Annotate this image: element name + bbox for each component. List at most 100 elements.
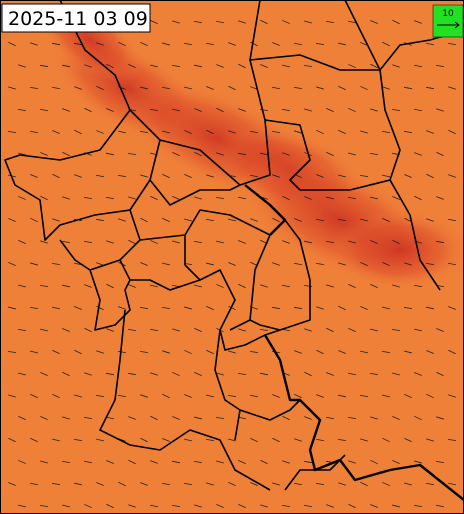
wind-arrow bbox=[118, 130, 126, 134]
wind-arrow bbox=[216, 152, 224, 156]
wind-arrow bbox=[238, 108, 246, 112]
wind-arrow bbox=[259, 108, 269, 112]
wind-arrow bbox=[162, 438, 170, 442]
wind-arrow bbox=[62, 284, 70, 288]
wind-arrow bbox=[271, 130, 281, 134]
wind-arrow bbox=[140, 262, 148, 266]
wind-arrow bbox=[193, 460, 203, 464]
wind-arrow bbox=[282, 195, 290, 201]
wind-arrow bbox=[106, 283, 114, 289]
wind-arrow bbox=[17, 329, 27, 331]
wind-arrow bbox=[52, 350, 60, 354]
wind-arrow bbox=[294, 350, 302, 354]
wind-arrow bbox=[118, 306, 126, 310]
wind-arrow bbox=[40, 152, 48, 156]
wind-arrow bbox=[184, 438, 192, 442]
wind-arrow bbox=[326, 196, 334, 200]
wind-arrow bbox=[150, 460, 158, 464]
wind-arrow bbox=[304, 416, 312, 420]
wind-arrow bbox=[382, 482, 390, 486]
borders bbox=[4, 0, 464, 501]
wind-arrow bbox=[228, 262, 236, 266]
wind-arrow bbox=[96, 130, 104, 134]
wind-arrow bbox=[272, 262, 280, 266]
wind-arrow bbox=[436, 196, 444, 200]
wind-arrow bbox=[52, 306, 60, 310]
wind-arrow bbox=[8, 306, 16, 310]
wind-arrow bbox=[370, 328, 378, 332]
wind-arrow bbox=[294, 130, 302, 134]
wind-arrow bbox=[106, 328, 114, 332]
wind-arrow bbox=[40, 372, 48, 376]
wind-arrows bbox=[7, 19, 457, 509]
wind-arrow bbox=[382, 306, 390, 310]
wind-arrow bbox=[84, 327, 92, 333]
wind-arrow bbox=[74, 482, 82, 486]
wind-arrow bbox=[30, 438, 38, 442]
wind-arrow bbox=[216, 284, 224, 288]
wind-arrow bbox=[18, 415, 26, 421]
wind-arrow bbox=[316, 218, 324, 222]
wind-arrow bbox=[337, 438, 347, 442]
wind-arrow bbox=[316, 86, 324, 90]
wind-arrow bbox=[272, 174, 280, 178]
wind-arrow bbox=[414, 152, 422, 156]
wind-arrow bbox=[325, 416, 335, 420]
wind-arrow bbox=[448, 482, 456, 486]
wind-arrow bbox=[404, 482, 412, 486]
wind-arrow bbox=[74, 174, 82, 178]
wind-arrow bbox=[140, 217, 148, 223]
wind-arrow bbox=[18, 460, 26, 464]
wind-arrow bbox=[40, 460, 48, 464]
wind-arrow bbox=[61, 64, 71, 68]
wind-arrow bbox=[30, 482, 38, 486]
wind-arrow bbox=[260, 504, 268, 508]
wind-arrow bbox=[447, 262, 457, 266]
wind-arrow bbox=[337, 219, 347, 221]
wind-arrow bbox=[205, 439, 215, 441]
wind-arrow bbox=[172, 416, 180, 420]
wind-arrow bbox=[150, 19, 158, 25]
wind-arrow bbox=[304, 20, 312, 24]
wind-arrow bbox=[184, 349, 192, 355]
wind-arrow bbox=[40, 328, 48, 332]
wind-arrow bbox=[382, 86, 390, 90]
wind-arrow bbox=[413, 64, 423, 68]
wind-arrow bbox=[282, 20, 290, 24]
wind-arrow bbox=[118, 481, 126, 487]
wind-arrow bbox=[162, 42, 170, 46]
wind-arrow bbox=[315, 262, 325, 266]
wind-arrow bbox=[172, 108, 180, 112]
wind-arrow bbox=[426, 218, 434, 222]
wind-arrow bbox=[382, 394, 390, 398]
wind-arrow bbox=[39, 505, 49, 507]
wind-arrow bbox=[128, 64, 136, 68]
wind-arrow bbox=[325, 21, 335, 23]
wind-arrow bbox=[74, 86, 82, 90]
wind-arrow bbox=[237, 196, 247, 200]
wind-arrow bbox=[249, 350, 259, 354]
wind-arrow bbox=[205, 42, 215, 46]
wind-arrow bbox=[161, 87, 171, 89]
wind-arrow bbox=[171, 64, 181, 68]
wind-arrow bbox=[206, 394, 214, 398]
wind-arrow bbox=[338, 42, 346, 46]
wind-arrow bbox=[294, 218, 302, 222]
wind-arrow bbox=[359, 175, 369, 177]
wind-arrow bbox=[40, 415, 48, 421]
wind-arrow bbox=[260, 19, 268, 25]
wind-arrow bbox=[228, 85, 236, 91]
wind-arrow bbox=[149, 328, 159, 332]
wind-arrow bbox=[435, 64, 445, 68]
wind-arrow bbox=[84, 372, 92, 376]
wind-arrow bbox=[51, 42, 61, 46]
wind-arrow bbox=[184, 394, 192, 398]
wind-arrow bbox=[392, 504, 400, 508]
wind-arrow bbox=[436, 151, 444, 157]
wind-arrow bbox=[237, 152, 247, 156]
wind-arrow bbox=[282, 240, 290, 244]
wind-arrow bbox=[347, 416, 357, 420]
wind-arrow bbox=[281, 504, 291, 508]
wind-arrow bbox=[382, 218, 390, 222]
wind-arrow bbox=[426, 393, 434, 399]
